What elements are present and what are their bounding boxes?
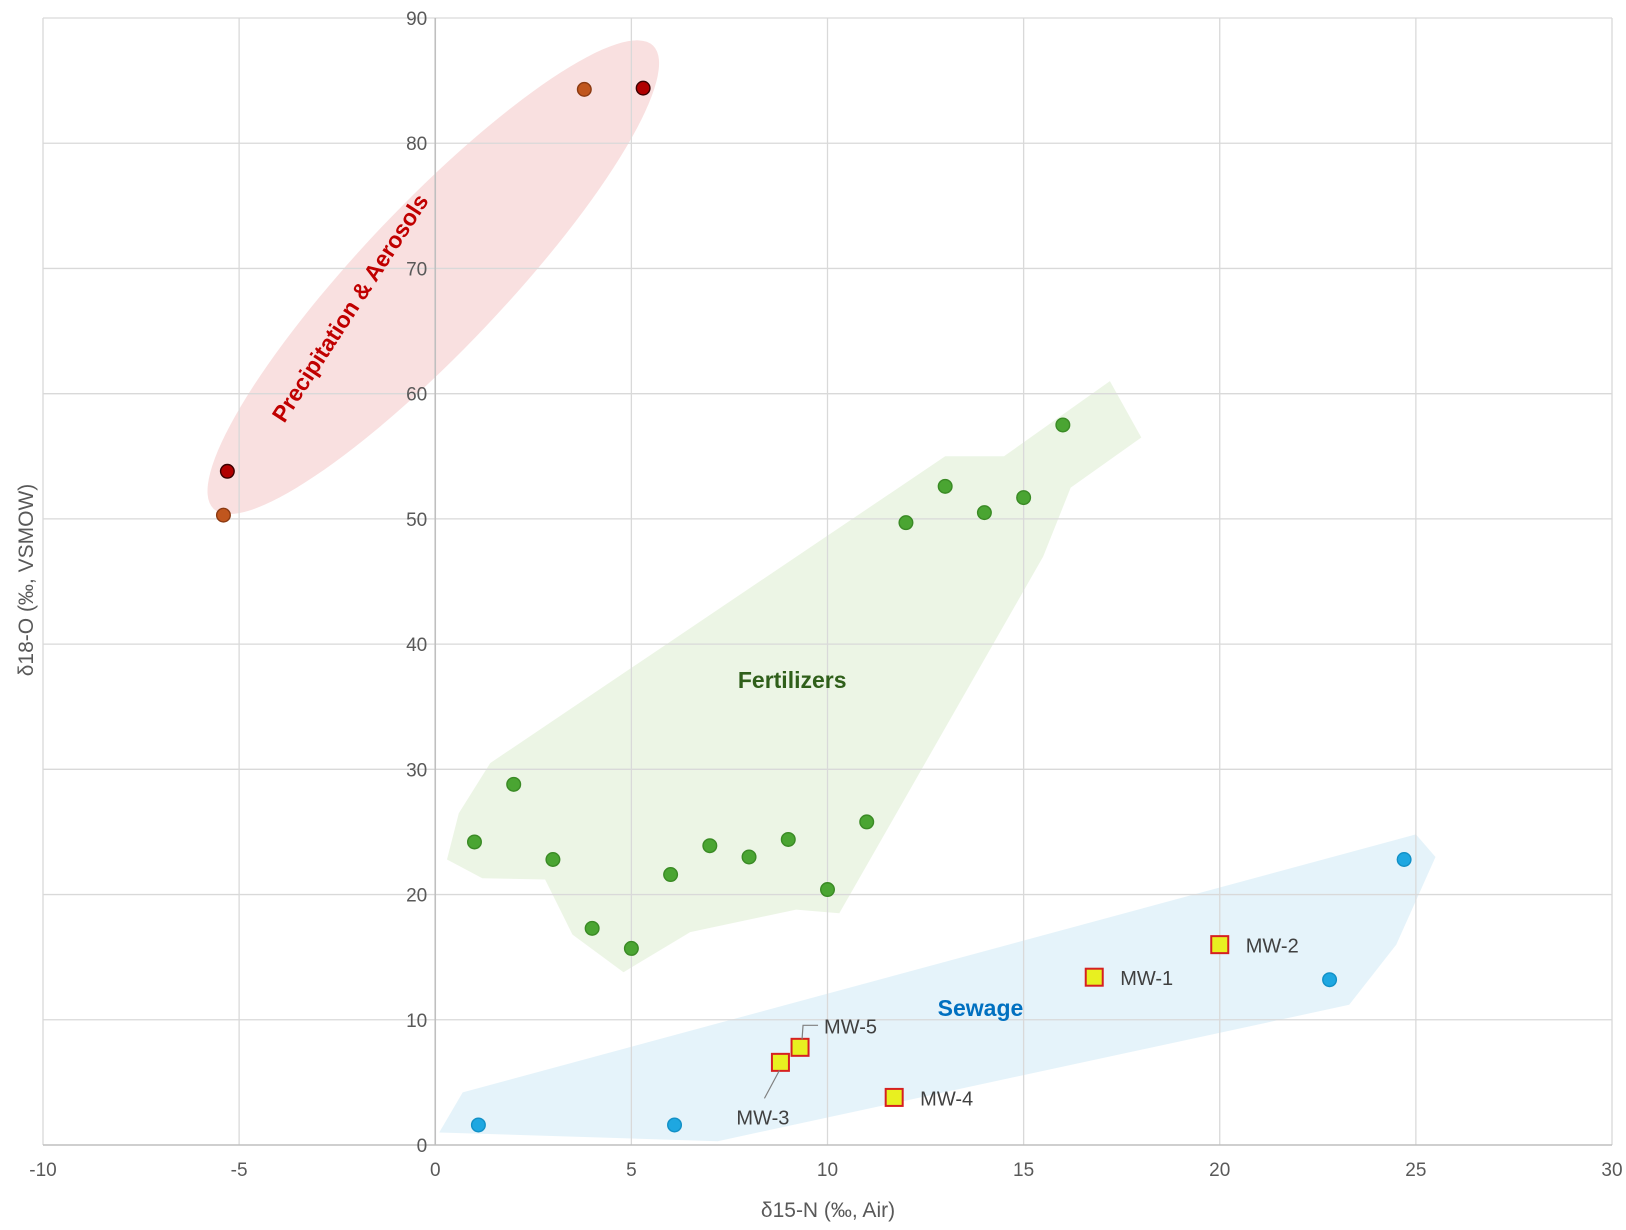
data-points bbox=[215, 80, 1412, 1133]
y-tick-label: 60 bbox=[406, 385, 427, 406]
x-tick-label: 25 bbox=[1405, 1160, 1426, 1181]
data-point-fertilizers bbox=[506, 776, 522, 792]
region-sewage bbox=[439, 834, 1436, 1142]
y-tick-label: 80 bbox=[406, 134, 427, 155]
point-label: MW-2 bbox=[1246, 936, 1299, 958]
data-point-fertilizers bbox=[1016, 490, 1032, 506]
y-tick-label: 10 bbox=[406, 1011, 427, 1032]
data-point-sewage bbox=[1322, 972, 1338, 988]
data-point-fertilizers bbox=[466, 834, 482, 850]
x-axis-title: δ15-N (‰, Air) bbox=[761, 1199, 895, 1222]
x-tick-label: 15 bbox=[1013, 1160, 1034, 1181]
point-label: MW-1 bbox=[1120, 968, 1173, 990]
point-label: MW-5 bbox=[824, 1016, 877, 1038]
data-point-fertilizers bbox=[898, 515, 914, 531]
data-point-fertilizers bbox=[545, 851, 561, 867]
data-point-precipitation-aerosols-a bbox=[215, 507, 231, 523]
region-label-fertilizers: Fertilizers bbox=[738, 667, 847, 693]
leader-line bbox=[801, 1024, 819, 1040]
axes: -10 -5 0 5 10 15 20 25 30 0 10 20 30 40 50 60 70 80 90 bbox=[29, 9, 1622, 1181]
data-point-fertilizers bbox=[623, 940, 639, 956]
data-point-fertilizers bbox=[1055, 417, 1071, 433]
data-point-fertilizers bbox=[584, 920, 600, 936]
data-point-fertilizers bbox=[702, 838, 718, 854]
data-point-sewage bbox=[667, 1117, 683, 1133]
data-point-fertilizers bbox=[780, 831, 796, 847]
y-tick-label: 40 bbox=[406, 635, 427, 656]
y-tick-label: 20 bbox=[406, 886, 427, 907]
y-tick-label: 0 bbox=[417, 1136, 428, 1157]
region-label-sewage: Sewage bbox=[938, 995, 1024, 1021]
x-tick-label: 20 bbox=[1209, 1160, 1230, 1181]
data-point-sewage bbox=[1396, 851, 1412, 867]
x-tick-label: -10 bbox=[29, 1160, 56, 1181]
y-tick-label: 70 bbox=[406, 259, 427, 280]
data-point-fertilizers bbox=[859, 814, 875, 830]
x-tick-label: -5 bbox=[231, 1160, 248, 1181]
x-tick-label: 5 bbox=[626, 1160, 637, 1181]
y-axis-title: δ18-O (‰, VSMOW) bbox=[15, 484, 38, 677]
source-regions bbox=[207, 40, 1436, 1142]
x-tick-label: 30 bbox=[1601, 1160, 1622, 1181]
data-point-precipitation-aerosols-b bbox=[219, 463, 235, 479]
data-point-monitoring-wells bbox=[1084, 967, 1104, 987]
region-precipitation-aerosols bbox=[207, 40, 660, 515]
region-fertilizers bbox=[447, 381, 1142, 973]
data-point-monitoring-wells bbox=[1210, 935, 1230, 955]
data-point-fertilizers bbox=[976, 505, 992, 521]
y-tick-label: 30 bbox=[406, 760, 427, 781]
data-point-fertilizers bbox=[937, 478, 953, 494]
x-tick-label: 0 bbox=[430, 1160, 441, 1181]
data-point-fertilizers bbox=[820, 882, 836, 898]
leader-line bbox=[763, 1070, 780, 1099]
point-label: MW-3 bbox=[736, 1107, 789, 1129]
x-tick-label: 10 bbox=[817, 1160, 838, 1181]
data-point-sewage bbox=[470, 1117, 486, 1133]
data-point-monitoring-wells bbox=[884, 1087, 904, 1107]
data-point-monitoring-wells bbox=[770, 1052, 790, 1072]
gridlines bbox=[42, 17, 1613, 1145]
y-tick-label: 90 bbox=[406, 9, 427, 30]
data-point-precipitation-aerosols-b bbox=[635, 80, 651, 96]
data-point-fertilizers bbox=[741, 849, 757, 865]
data-point-monitoring-wells bbox=[790, 1037, 810, 1057]
point-label: MW-4 bbox=[920, 1088, 973, 1110]
y-tick-label: 50 bbox=[406, 510, 427, 531]
data-point-precipitation-aerosols-a bbox=[576, 81, 592, 97]
data-point-fertilizers bbox=[663, 867, 679, 883]
